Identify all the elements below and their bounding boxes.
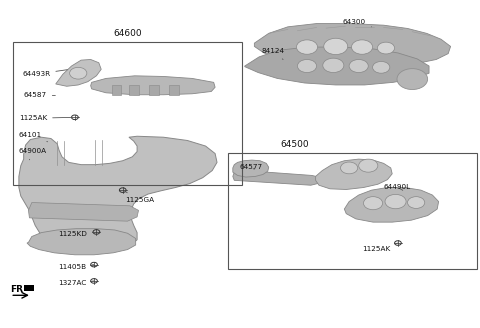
Text: 1125AK: 1125AK bbox=[19, 115, 72, 121]
Bar bbox=[24, 285, 34, 291]
Text: 64600: 64600 bbox=[113, 29, 142, 38]
Text: 1125GA: 1125GA bbox=[125, 192, 154, 203]
Polygon shape bbox=[254, 24, 451, 67]
Text: 1125AK: 1125AK bbox=[362, 243, 398, 252]
Circle shape bbox=[323, 58, 344, 72]
Bar bbox=[228, 153, 477, 269]
Polygon shape bbox=[91, 76, 215, 95]
Circle shape bbox=[372, 61, 390, 73]
Circle shape bbox=[363, 197, 383, 210]
Bar bbox=[129, 85, 139, 95]
Polygon shape bbox=[233, 160, 269, 177]
Bar bbox=[149, 85, 158, 95]
Circle shape bbox=[324, 38, 348, 54]
Circle shape bbox=[297, 40, 318, 54]
Circle shape bbox=[359, 159, 378, 172]
Text: FR: FR bbox=[10, 285, 23, 294]
Circle shape bbox=[351, 40, 372, 54]
Polygon shape bbox=[233, 170, 322, 185]
Text: 1125KD: 1125KD bbox=[58, 231, 94, 237]
Circle shape bbox=[385, 195, 406, 209]
Text: 64101: 64101 bbox=[19, 132, 48, 142]
Text: 64490L: 64490L bbox=[384, 184, 411, 190]
Polygon shape bbox=[245, 47, 429, 85]
Text: 1327AC: 1327AC bbox=[58, 280, 94, 286]
Polygon shape bbox=[316, 159, 392, 190]
Text: 64577: 64577 bbox=[239, 164, 262, 170]
Text: 64500: 64500 bbox=[281, 140, 309, 149]
Circle shape bbox=[349, 59, 368, 72]
Text: 64300: 64300 bbox=[343, 19, 372, 27]
Circle shape bbox=[377, 42, 395, 54]
Polygon shape bbox=[344, 188, 439, 222]
Polygon shape bbox=[28, 203, 139, 221]
Polygon shape bbox=[19, 136, 217, 250]
Circle shape bbox=[298, 59, 317, 72]
Text: 84124: 84124 bbox=[262, 48, 285, 59]
Circle shape bbox=[340, 162, 358, 174]
Polygon shape bbox=[27, 229, 136, 255]
Polygon shape bbox=[56, 59, 101, 86]
Text: 64587: 64587 bbox=[24, 92, 55, 98]
Text: 11405B: 11405B bbox=[58, 264, 94, 270]
Bar bbox=[12, 42, 242, 185]
Bar bbox=[112, 85, 121, 95]
Bar bbox=[169, 85, 179, 95]
Text: 64493R: 64493R bbox=[22, 70, 67, 77]
Circle shape bbox=[408, 197, 425, 208]
Circle shape bbox=[397, 69, 428, 90]
Circle shape bbox=[70, 67, 87, 79]
Text: 64900A: 64900A bbox=[19, 148, 47, 160]
